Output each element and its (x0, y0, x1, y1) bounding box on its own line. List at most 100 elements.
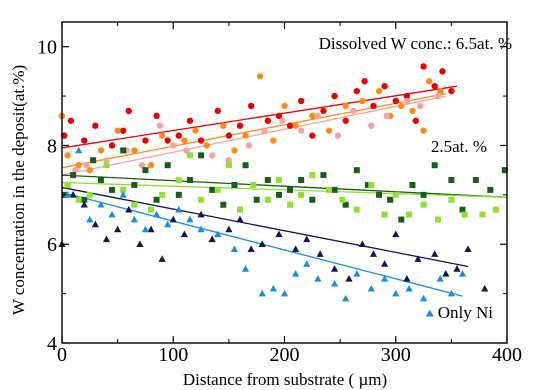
data-point-square (186, 177, 193, 184)
data-point-square (435, 216, 442, 223)
data-point-square (264, 196, 271, 203)
data-point-circle (309, 132, 316, 139)
data-point-circle (236, 122, 244, 129)
data-point-circle (270, 137, 277, 144)
data-point-triangle (158, 255, 166, 262)
data-point-circle (275, 112, 283, 120)
data-point-circle (197, 137, 205, 144)
x-tick-label: 100 (158, 344, 188, 366)
data-point-circle (392, 97, 399, 105)
data-point-square (353, 206, 360, 213)
data-point-triangle (405, 284, 413, 292)
data-point-triangle (381, 260, 389, 267)
data-point-triangle (292, 270, 300, 277)
data-point-square (164, 162, 171, 169)
data-point-square (214, 186, 221, 193)
data-point-circle (225, 157, 233, 164)
data-point-circle (420, 63, 427, 70)
data-point-circle (256, 73, 264, 80)
data-point-square (209, 186, 216, 193)
data-point-circle (64, 152, 71, 159)
x-axis-label: Distance from substrate ( µm) (183, 370, 387, 389)
data-point-triangle (97, 200, 105, 208)
y-axis-label: W concentration in the deposit(at.%) (9, 65, 28, 315)
fit-line-5 (61, 186, 469, 268)
data-point-circle (231, 147, 238, 154)
data-point-triangle (403, 275, 411, 282)
data-point-circle (147, 162, 155, 169)
data-point-circle (434, 92, 442, 100)
data-point-square (159, 191, 166, 198)
data-point-square (237, 206, 243, 213)
data-point-square (142, 167, 149, 174)
data-point-triangle (114, 225, 122, 233)
data-point-triangle (414, 255, 422, 262)
data-point-triangle (330, 265, 339, 272)
data-point-circle (131, 147, 138, 154)
data-point-circle (439, 68, 446, 75)
y-tick-label: 8 (47, 135, 57, 157)
data-point-circle (359, 97, 366, 105)
x-tick-label: 300 (381, 344, 411, 366)
data-point-square (420, 201, 427, 208)
data-point-square (275, 177, 282, 184)
data-point-square (186, 152, 193, 159)
data-point-triangle (214, 230, 222, 238)
data-point-triangle (419, 294, 428, 302)
data-point-square (131, 181, 138, 188)
data-point-triangle (247, 245, 255, 252)
data-point-circle (67, 117, 75, 124)
data-point-circle (192, 127, 199, 134)
data-point-circle (368, 122, 375, 129)
data-point-triangle (91, 220, 99, 228)
data-point-circle (292, 122, 299, 129)
data-point-circle (83, 162, 90, 169)
data-point-circle (203, 142, 210, 149)
data-point-circle (325, 127, 333, 134)
data-point-square (409, 181, 416, 188)
data-point-triangle (358, 240, 366, 248)
data-point-triangle (436, 275, 444, 282)
data-point-triangle (180, 230, 188, 238)
data-point-circle (361, 78, 368, 85)
data-point-square (381, 211, 388, 218)
data-point-triangle (102, 235, 111, 243)
data-point-square (298, 191, 305, 198)
data-point-square (387, 196, 394, 203)
data-point-triangle (197, 225, 205, 233)
data-point-triangle (280, 289, 289, 297)
data-point-circle (81, 137, 88, 144)
data-point-circle (261, 127, 268, 134)
data-point-circle (125, 107, 132, 115)
x-tick-label: 400 (492, 344, 522, 366)
data-point-square (231, 181, 238, 188)
data-point-square (153, 196, 160, 203)
data-point-square (298, 177, 305, 184)
data-point-square (398, 216, 405, 223)
data-point-circle (97, 147, 105, 154)
annotation-mid: 2.5at. % (431, 137, 487, 156)
data-point-triangle (342, 294, 350, 302)
fit-lines (61, 85, 508, 297)
annotation-high: Dissolved W conc.: 6.5at. % (319, 34, 512, 53)
data-point-circle (175, 132, 183, 139)
data-point-circle (142, 137, 149, 144)
data-point-triangle (230, 245, 239, 252)
data-point-square (406, 211, 413, 218)
data-point-triangle (186, 215, 194, 223)
data-point-triangle (86, 215, 94, 223)
data-point-triangle (63, 191, 72, 198)
fit-line-0 (61, 85, 458, 149)
data-point-square (97, 177, 104, 184)
data-point-triangle (125, 205, 133, 213)
data-point-square (431, 162, 438, 169)
data-point-triangle (353, 270, 361, 277)
data-point-square (392, 191, 399, 198)
y-tick-label: 4 (47, 333, 57, 355)
data-point-circle (119, 127, 127, 134)
data-point-circle (108, 142, 116, 149)
data-point-circle (279, 117, 286, 124)
data-point-circle (309, 112, 316, 120)
fit-line-3 (61, 174, 508, 198)
legend-marker-only-ni (425, 309, 434, 317)
